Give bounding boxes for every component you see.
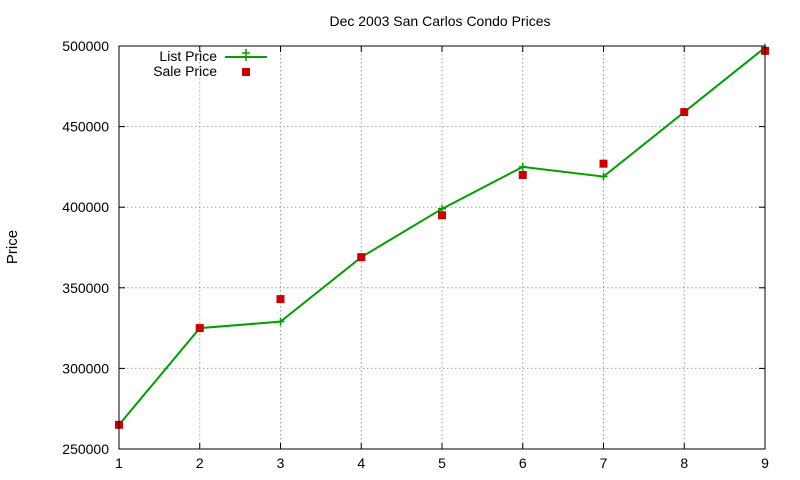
- sale-price-point: [680, 108, 689, 117]
- sale-price-point: [438, 211, 446, 220]
- sale-price-point: [276, 295, 285, 304]
- sale-price-point: [357, 253, 366, 262]
- list-price-point: [518, 162, 527, 171]
- sale-price-point: [599, 159, 608, 168]
- x-tick-label: 7: [600, 455, 608, 471]
- grid-lines: [119, 46, 765, 449]
- legend-label-list-price: List Price: [159, 48, 217, 64]
- list-price-point: [276, 317, 285, 326]
- list-price-point: [599, 172, 608, 181]
- x-tick-label: 8: [680, 455, 688, 471]
- x-tick-label: 5: [438, 455, 446, 471]
- y-tick-label: 450000: [62, 119, 109, 135]
- x-tick-label: 4: [357, 455, 365, 471]
- x-tick-label: 6: [519, 455, 527, 471]
- sale-price-point: [195, 324, 204, 333]
- x-tick-label: 1: [115, 455, 123, 471]
- y-tick-label: 400000: [62, 199, 109, 215]
- y-tick-label: 300000: [62, 360, 109, 376]
- chart-title: Dec 2003 San Carlos Condo Prices: [329, 13, 550, 29]
- sale-price-point: [518, 170, 527, 179]
- y-tick-label: 350000: [62, 280, 109, 296]
- y-tick-label: 250000: [62, 441, 109, 457]
- axis-ticks: 1 2 3 4 5 6 7 8 9 250000 300000 350000 400000 450000 5…: [62, 38, 769, 471]
- plot-frame: [118, 45, 766, 450]
- legend-label-sale-price: Sale Price: [153, 63, 217, 79]
- legend-marker-sale-price: [242, 68, 250, 76]
- x-tick-label: 2: [196, 455, 204, 471]
- data-series: [115, 43, 769, 429]
- x-tick-label: 9: [761, 455, 769, 471]
- legend: List Price Sale Price: [153, 48, 267, 79]
- x-tick-label: 3: [277, 455, 285, 471]
- y-tick-label: 500000: [62, 38, 109, 54]
- legend-marker-list-price: [242, 49, 250, 61]
- y-axis-title: Price: [4, 230, 21, 264]
